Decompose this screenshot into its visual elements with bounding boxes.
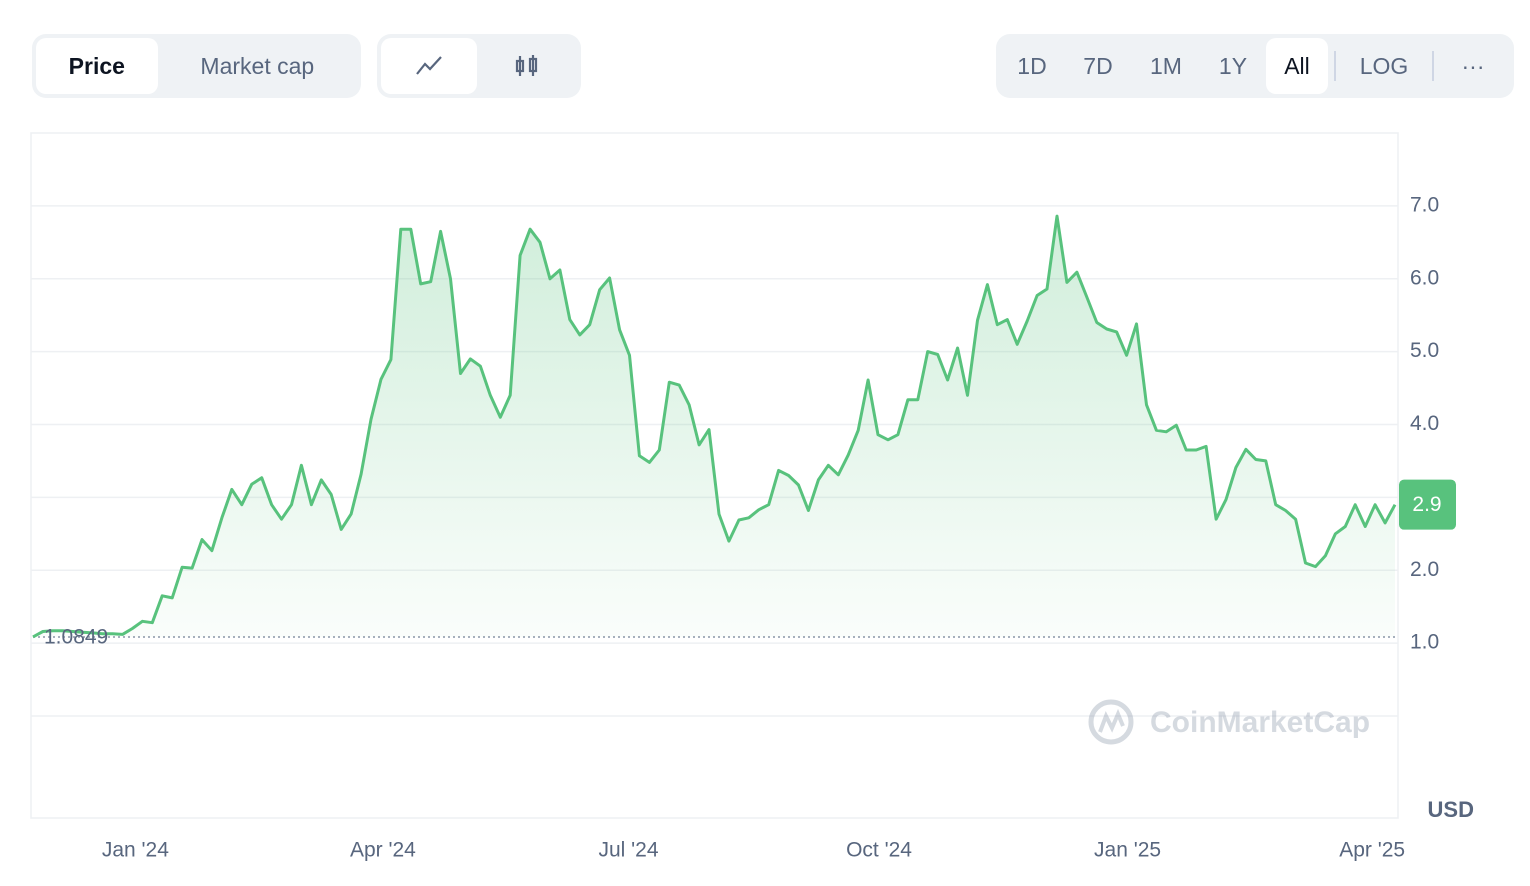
range-button[interactable]: All	[1266, 38, 1328, 94]
y-tick-label: 7.0	[1410, 193, 1439, 216]
separator	[1334, 51, 1336, 81]
chart-style-toggle	[377, 34, 581, 98]
metric-toggle: Price Market cap	[32, 34, 361, 98]
plot-frame	[30, 132, 1399, 819]
x-tick-label: Apr '24	[350, 839, 416, 862]
watermark: CoinMarketCap	[1088, 699, 1370, 745]
current-price-badge	[1399, 479, 1456, 530]
line-style-button[interactable]	[381, 38, 477, 94]
y-tick-label: 6.0	[1410, 266, 1439, 289]
x-tick-label: Oct '24	[846, 839, 912, 862]
candle-style-button[interactable]	[477, 38, 577, 94]
watermark-text: CoinMarketCap	[1150, 706, 1370, 739]
separator	[1432, 51, 1434, 81]
currency-label: USD	[1428, 797, 1474, 822]
area	[33, 216, 1395, 637]
market-cap-button[interactable]: Market cap	[200, 52, 315, 79]
range-button[interactable]: 1Y	[1218, 52, 1248, 79]
price-line	[32, 214, 1397, 639]
more-button[interactable]: ···	[1461, 52, 1485, 79]
current-price-label: 2.9	[1412, 493, 1441, 516]
range-toggle: 1D 7D 1M 1Y All LOG ···	[996, 34, 1514, 98]
start-price-label: 1.0849	[44, 625, 108, 648]
x-tick-label: Jan '24	[102, 839, 169, 862]
y-tick-label: 4.0	[1410, 412, 1439, 435]
y-tick-label: 5.0	[1410, 339, 1439, 362]
y-tick-label: 2.0	[1410, 558, 1439, 581]
y-tick-label: 1.0	[1410, 631, 1439, 654]
price-button[interactable]: Price	[36, 38, 158, 94]
log-button[interactable]: LOG	[1359, 52, 1409, 79]
x-tick-label: Jan '25	[1094, 839, 1161, 862]
x-tick-label: Jul '24	[598, 839, 658, 862]
x-tick-label: Apr '25	[1339, 839, 1405, 862]
candle-icon	[515, 55, 538, 76]
range-button[interactable]: 7D	[1083, 52, 1113, 79]
range-button[interactable]: 1M	[1150, 52, 1182, 79]
line-icon	[416, 56, 442, 75]
range-button[interactable]: 1D	[1017, 52, 1047, 79]
